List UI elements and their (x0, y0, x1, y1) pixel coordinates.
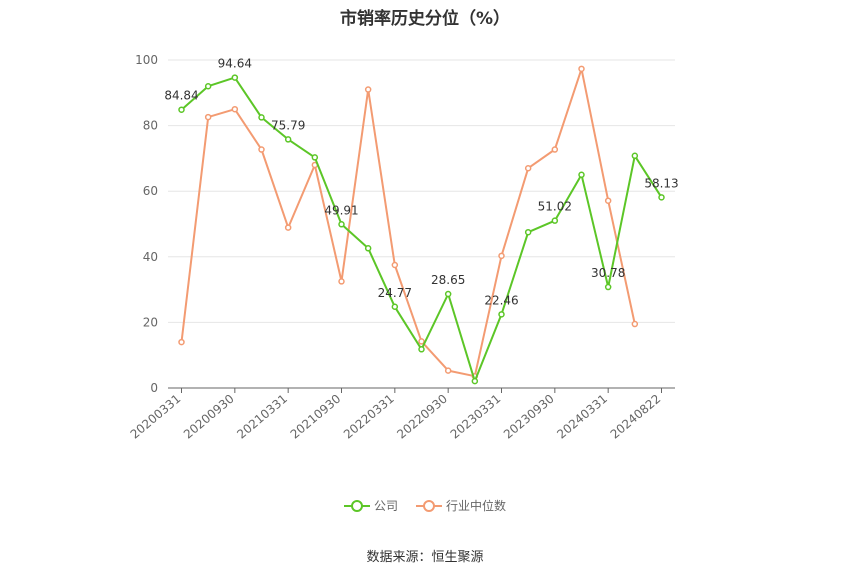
data-point (258, 114, 265, 121)
y-tick-label: 40 (143, 250, 158, 264)
data-point (658, 194, 665, 201)
data-point (204, 82, 212, 90)
data-point (418, 346, 425, 353)
data-point (551, 217, 559, 224)
series-line-0 (180, 76, 663, 383)
data-point (444, 367, 452, 374)
data-label: 28.65 (431, 273, 465, 287)
data-point (578, 65, 585, 73)
data-label: 51.02 (538, 200, 572, 214)
legend-company-label: 公司 (373, 499, 398, 513)
data-point (284, 224, 292, 231)
x-tick-label: 20230930 (501, 392, 557, 442)
chart-title: 市销率历史分位（%） (339, 9, 511, 29)
x-tick-label: 20200331 (128, 392, 184, 442)
x-tick-label: 20210930 (288, 392, 344, 442)
data-point (231, 105, 239, 113)
legend-item-company[interactable]: 公司 (343, 497, 398, 514)
data-label: 94.64 (218, 57, 252, 71)
data-point (444, 290, 452, 298)
data-point (391, 261, 399, 269)
y-tick-label: 100 (135, 53, 158, 67)
legend: 公司 行业中位数 (0, 497, 850, 514)
legend-industry-median-label: 行业中位数 (446, 499, 507, 513)
data-point (418, 338, 425, 345)
data-point (258, 146, 265, 153)
data-point (551, 146, 559, 153)
data-point (178, 106, 185, 113)
data-point (498, 311, 505, 318)
data-label: 58.13 (644, 176, 678, 190)
source-note: 数据来源：恒生聚源 (366, 550, 484, 565)
data-point (311, 154, 319, 161)
data-point (524, 228, 532, 236)
data-label: 22.46 (484, 293, 518, 307)
y-tick-label: 60 (143, 184, 158, 198)
x-tick-label: 20240822 (608, 392, 664, 442)
plot-area: 0 20 40 60 80 100 2020033120200930202103312021… (128, 53, 679, 442)
x-tick-label: 20220930 (394, 392, 450, 442)
data-point (231, 74, 239, 81)
data-point (631, 320, 639, 328)
data-point (578, 171, 585, 179)
x-tick-label: 20240331 (554, 392, 610, 442)
x-tick-label: 20220331 (341, 392, 397, 442)
data-point (604, 283, 612, 291)
data-label: 49.91 (324, 203, 358, 217)
y-tick-label: 20 (143, 315, 158, 329)
y-tick-label: 0 (150, 381, 158, 395)
data-point (498, 252, 505, 260)
data-point (364, 86, 372, 93)
data-label: 30.78 (591, 266, 625, 280)
legend-industry-marker-icon (416, 499, 442, 513)
data-point (471, 377, 479, 385)
data-label: 24.77 (378, 286, 412, 300)
data-point (338, 221, 345, 228)
y-tick-label: 80 (143, 119, 158, 133)
data-point (391, 303, 399, 311)
data-label: 84.84 (164, 89, 198, 103)
x-tick-label: 20230331 (448, 392, 504, 442)
data-point (178, 338, 185, 346)
series-line-1 (180, 67, 636, 378)
legend-company-marker-icon (343, 499, 370, 513)
x-tick-label: 20200930 (181, 392, 237, 442)
data-point (631, 152, 639, 160)
data-label: 75.79 (271, 118, 305, 132)
data-point (524, 164, 532, 172)
x-tick-label: 20210331 (234, 392, 290, 442)
data-point (604, 197, 612, 204)
data-point (338, 278, 345, 285)
data-point (284, 136, 292, 143)
legend-item-industry-median[interactable]: 行业中位数 (416, 497, 506, 514)
data-point (364, 245, 372, 252)
data-point (204, 113, 212, 121)
